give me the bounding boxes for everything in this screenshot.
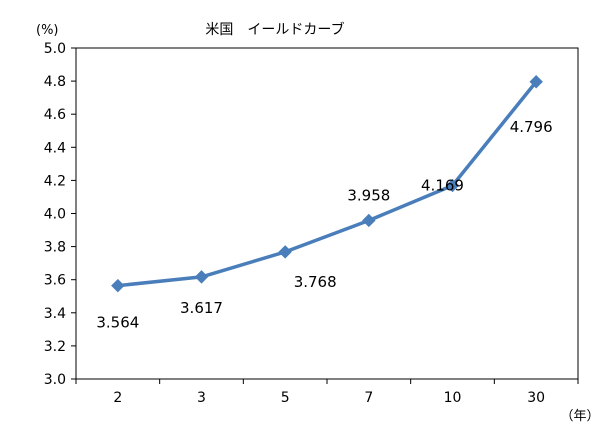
data-point-marker [194, 270, 209, 284]
y-tick-label: 3.4 [44, 306, 66, 322]
data-point-marker [529, 75, 543, 89]
chart-title: 米国 イールドカーブ [205, 21, 344, 38]
data-label: 3.564 [96, 314, 139, 332]
x-tick-label: 7 [364, 390, 373, 406]
data-point-marker [278, 245, 292, 259]
y-axis: 3.0 3.2 3.4 3.6 3.8 4.0 4.2 4.4 4.6 4.8 5.0 [44, 41, 76, 388]
x-tick-label: 10 [444, 390, 462, 406]
y-tick-label: 5.0 [44, 41, 66, 57]
y-tick-label: 4.2 [44, 173, 66, 189]
x-tick-label: 5 [281, 390, 290, 406]
y-tick-label: 3.6 [44, 273, 66, 289]
x-axis: 2 3 5 7 10 30 [75, 379, 579, 406]
x-tick-label: 2 [113, 390, 122, 406]
data-labels: 3.564 3.617 3.768 3.958 4.169 4.796 [96, 118, 552, 332]
y-tick-label: 4.6 [44, 107, 66, 123]
data-point-marker [445, 178, 460, 193]
data-label: 3.617 [180, 299, 223, 317]
y-tick-label: 4.4 [44, 140, 66, 156]
y-tick-label: 3.2 [44, 339, 66, 355]
y-axis-unit: (%) [36, 23, 59, 38]
data-series [111, 75, 543, 293]
data-label: 4.796 [510, 118, 553, 136]
x-tick-label: 3 [197, 390, 206, 406]
data-label: 3.958 [347, 186, 390, 204]
y-tick-label: 3.0 [44, 372, 66, 388]
data-label: 3.768 [294, 273, 337, 291]
y-tick-label: 3.8 [44, 240, 66, 256]
data-point-marker [111, 278, 125, 293]
series-line [117, 80, 538, 288]
plot-area-frame [75, 47, 579, 380]
data-label: 4.169 [421, 177, 464, 195]
data-point-marker [362, 213, 376, 228]
y-tick-label: 4.0 [44, 207, 66, 223]
x-axis-unit: （年） [560, 409, 599, 424]
y-tick-label: 4.8 [44, 74, 66, 90]
x-tick-label: 30 [527, 390, 545, 406]
